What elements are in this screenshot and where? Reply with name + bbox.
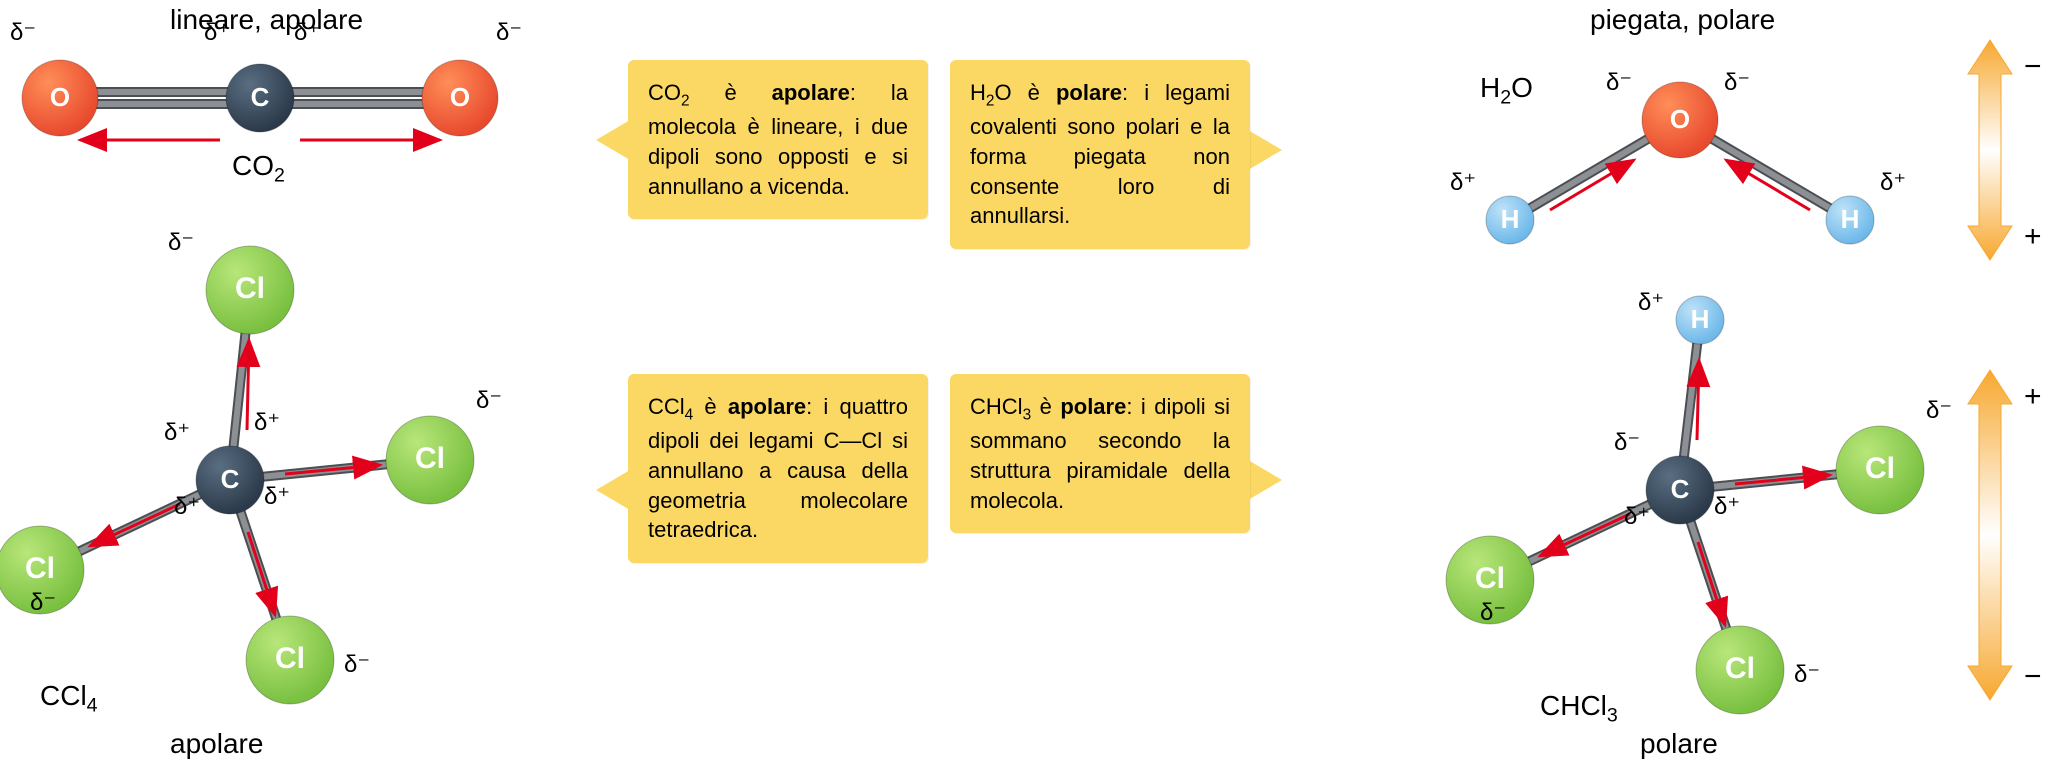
callout-h2o-pointer — [1248, 130, 1282, 170]
svg-text:Cl: Cl — [415, 442, 445, 475]
svg-text:δ⁺: δ⁺ — [174, 493, 200, 520]
callout-ccl4: CCl4 è apolare: i quattro dipoli dei leg… — [628, 374, 928, 563]
svg-text:δ⁺: δ⁺ — [1638, 289, 1664, 316]
formula-ccl4: CCl4 — [40, 680, 98, 718]
svg-text:δ⁻: δ⁻ — [1724, 69, 1750, 96]
svg-text:−: − — [2024, 660, 2042, 693]
svg-text:δ⁻: δ⁻ — [1614, 429, 1640, 456]
callout-co2-pointer — [596, 120, 630, 160]
svg-text:δ⁻: δ⁻ — [168, 229, 194, 256]
svg-text:δ⁺: δ⁺ — [1450, 169, 1476, 196]
svg-text:δ⁻: δ⁻ — [1794, 661, 1820, 688]
svg-text:δ⁻: δ⁻ — [30, 589, 56, 616]
svg-text:H: H — [1691, 304, 1710, 334]
callout-co2: CO2 è apolare: la molecola è lineare, i … — [628, 60, 928, 219]
svg-text:H: H — [1841, 204, 1860, 234]
svg-text:δ⁻: δ⁻ — [1606, 69, 1632, 96]
svg-text:H: H — [1501, 204, 1520, 234]
svg-text:Cl: Cl — [1475, 562, 1505, 595]
svg-text:δ⁺: δ⁺ — [164, 419, 190, 446]
callout-chcl3: CHCl3 è polare: i dipoli si sommano seco… — [950, 374, 1250, 533]
svg-text:Cl: Cl — [25, 552, 55, 585]
svg-text:Cl: Cl — [1725, 652, 1755, 685]
footer-ccl4: apolare — [170, 728, 263, 760]
formula-co2: CO2 — [232, 150, 285, 188]
svg-text:δ⁺: δ⁺ — [264, 483, 290, 510]
svg-text:Cl: Cl — [235, 272, 265, 305]
footer-chcl3: polare — [1640, 728, 1718, 760]
svg-text:C: C — [251, 82, 270, 112]
svg-text:δ⁻: δ⁻ — [1926, 397, 1952, 424]
svg-text:Cl: Cl — [275, 642, 305, 675]
svg-text:C: C — [1671, 474, 1690, 504]
svg-text:δ⁻: δ⁻ — [476, 387, 502, 414]
svg-text:O: O — [50, 82, 70, 112]
formula-chcl3: CHCl3 — [1540, 690, 1618, 728]
svg-text:+: + — [2024, 380, 2042, 413]
svg-text:C: C — [221, 464, 240, 494]
svg-text:O: O — [450, 82, 470, 112]
callout-ccl4-pointer — [596, 470, 630, 510]
svg-text:Cl: Cl — [1865, 452, 1895, 485]
svg-text:δ⁻: δ⁻ — [10, 19, 36, 46]
formula-h2o: H2O — [1480, 72, 1533, 110]
header-h2o: piegata, polare — [1590, 4, 1775, 36]
header-co2: lineare, apolare — [170, 4, 363, 36]
svg-text:δ⁻: δ⁻ — [1480, 599, 1506, 626]
svg-text:δ⁺: δ⁺ — [254, 409, 280, 436]
svg-text:δ⁻: δ⁻ — [496, 19, 522, 46]
callout-chcl3-pointer — [1248, 460, 1282, 500]
svg-text:δ⁻: δ⁻ — [344, 651, 370, 678]
callout-h2o: H2O è polare: i legami covalenti sono po… — [950, 60, 1250, 249]
svg-text:δ⁺: δ⁺ — [1714, 493, 1740, 520]
svg-text:−: − — [2024, 50, 2042, 83]
svg-text:O: O — [1670, 104, 1690, 134]
svg-text:δ⁺: δ⁺ — [1880, 169, 1906, 196]
svg-text:+: + — [2024, 220, 2042, 253]
svg-text:δ⁺: δ⁺ — [1624, 503, 1650, 530]
